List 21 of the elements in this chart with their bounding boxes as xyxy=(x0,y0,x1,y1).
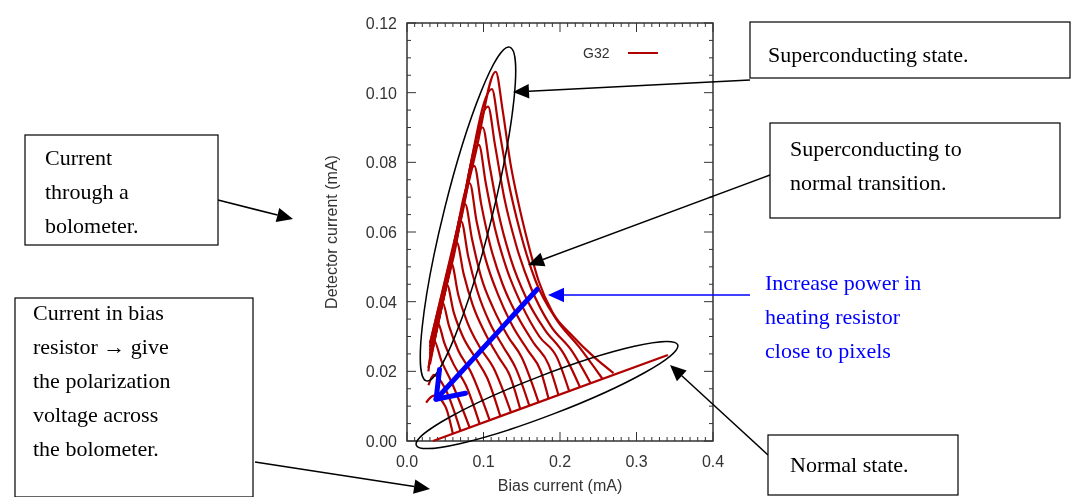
y-tick-label: 0.04 xyxy=(365,293,398,311)
x-tick-label: 0.0 xyxy=(395,453,419,470)
text: Normal state. xyxy=(790,452,909,477)
legend-label: G32 xyxy=(583,45,610,61)
text: Current through a bolometer. xyxy=(45,145,139,238)
text: Increase power in heating resistor close to pixels xyxy=(765,270,922,363)
y-tick-label: 0.06 xyxy=(365,224,398,241)
y-tick-label: 0.08 xyxy=(365,154,398,172)
x-tick-label: 0.4 xyxy=(701,453,725,470)
text: Superconducting to normal transition. xyxy=(790,136,962,195)
y-tick-label: 0.12 xyxy=(365,15,398,32)
y-axis-title: Detector current (mA) xyxy=(323,155,340,309)
x-tick-label: 0.2 xyxy=(548,453,572,470)
y-tick-label: 0.00 xyxy=(365,433,398,450)
text: Current in bias resistor → give the polarization voltage across the bolometer. xyxy=(33,300,171,461)
y-tick-label: 0.02 xyxy=(365,363,398,381)
x-tick-label: 0.3 xyxy=(625,453,648,470)
text: Superconducting state. xyxy=(768,42,969,67)
x-axis-title: Bias current (mA) xyxy=(497,477,623,494)
y-tick-label: 0.10 xyxy=(365,84,398,102)
x-tick-label: 0.1 xyxy=(472,453,495,470)
